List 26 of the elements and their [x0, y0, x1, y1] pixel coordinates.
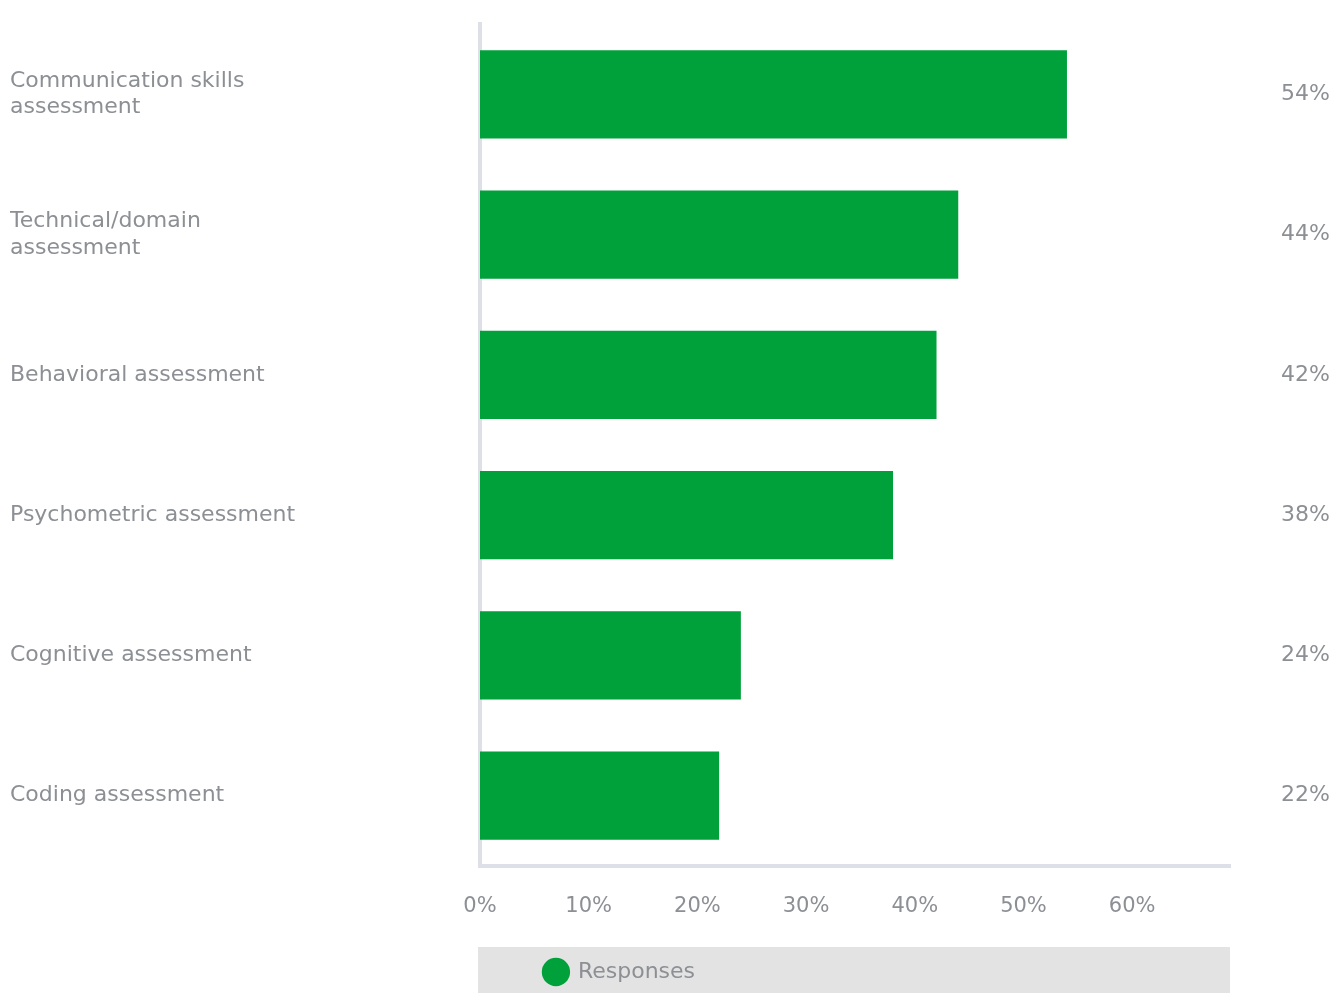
y-tick-label: Cognitive assessment: [10, 641, 252, 667]
y-tick-label: Technical/domain assessment: [9, 207, 201, 259]
x-tick-label: 40%: [891, 892, 939, 917]
x-tick-label: 50%: [1000, 892, 1047, 917]
y-tick-label: Psychometric assessment: [10, 500, 296, 526]
text: 24%: [1281, 641, 1330, 667]
bar: [480, 190, 959, 279]
x-tick-label: 0%: [463, 892, 497, 917]
bar: [480, 751, 720, 840]
text: 44%: [1281, 220, 1330, 246]
x-tick-label: 10%: [565, 892, 613, 917]
bar: [480, 50, 1067, 139]
text: 22%: [1281, 781, 1330, 807]
y-tick-label: Behavioral assessment: [10, 360, 266, 386]
legend-label: Responses: [577, 957, 696, 983]
bar: [480, 330, 937, 420]
text: 54%: [1281, 80, 1330, 106]
x-tick-label: 60%: [1108, 892, 1156, 917]
bar: [480, 470, 894, 560]
x-tick-label: 20%: [674, 892, 721, 917]
text: 38%: [1281, 500, 1330, 526]
x-tick-label: 30%: [782, 892, 830, 917]
text: 42%: [1281, 360, 1330, 386]
y-tick-label: Coding assessment: [10, 781, 225, 807]
y-tick-label: Communication skills assessment: [10, 66, 245, 119]
bar: [480, 611, 741, 700]
